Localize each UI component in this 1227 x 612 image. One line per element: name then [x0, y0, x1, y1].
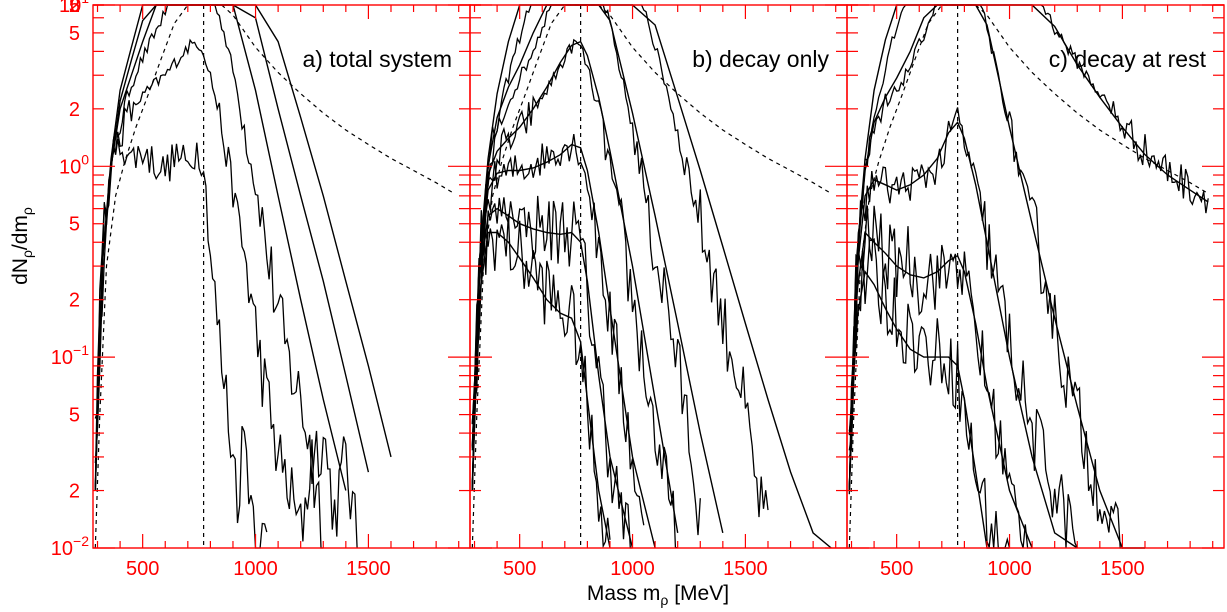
fit-curve-6: [471, 231, 611, 549]
y-decade-label: 10−2: [51, 533, 89, 560]
panel-label: b) decay only: [692, 46, 829, 72]
panel-3: c) decay at rest: [846, 4, 1225, 549]
fit-curve-2: [471, 4, 724, 534]
y-tick-label: 5: [69, 23, 80, 45]
panels: a) total system b) decay only c) decay at …: [92, 4, 1225, 549]
reference-curve: [471, 4, 832, 549]
y-tick-label: 5: [69, 405, 80, 427]
y-tick-label: 5: [69, 214, 80, 236]
noisy-curve-5: [848, 237, 1011, 549]
x-tick-label: 1500: [1100, 558, 1145, 580]
reference-curve: [94, 4, 455, 549]
x-tick-label: 1500: [723, 558, 768, 580]
fit-curve-3: [94, 4, 347, 491]
panel-label: a) total system: [302, 46, 452, 72]
panel-2: b) decay only: [469, 4, 848, 549]
x-tick-label: 1000: [233, 558, 278, 580]
y-axis-title: dNρ/dmρ: [9, 207, 35, 285]
y-tick-label: 2: [69, 290, 80, 312]
fit-curve-3: [848, 120, 1078, 549]
x-tick-label: 500: [503, 558, 536, 580]
fit-curve-3: [471, 40, 679, 534]
panel-label: c) decay at rest: [1049, 46, 1207, 72]
y-decade-label: 10−1: [51, 342, 89, 369]
noisy-curve-4: [848, 205, 1033, 549]
fit-curve-5: [471, 207, 634, 549]
x-tick-label: 1500: [346, 558, 391, 580]
noisy-curve-3: [471, 38, 678, 549]
x-tick-label: 1000: [610, 558, 655, 580]
noisy-curve-5: [471, 195, 633, 549]
panel-1: a) total system: [92, 4, 471, 549]
y-tick-label: 2: [69, 0, 80, 17]
noisy-curve-2: [848, 4, 1123, 549]
fit-curve-1: [471, 4, 832, 549]
panel-frame: [846, 4, 1225, 549]
reference-curve: [848, 4, 1209, 549]
x-tick-labels: 500 1000 1500 500 1000 1500 500 1000 1500: [126, 558, 1145, 580]
panel-frame: [92, 4, 471, 549]
x-axis-title: Mass mρ [MeV]: [587, 582, 729, 608]
y-tick-label: 2: [69, 99, 80, 121]
y-decade-label: 100: [59, 151, 89, 178]
noisy-curve-2: [94, 38, 324, 549]
y-decade-label: 101: [59, 0, 89, 17]
x-tick-label: 500: [126, 558, 159, 580]
noisy-curve-3: [94, 138, 268, 549]
noisy-curve-6: [471, 213, 611, 549]
noisy-curve-1: [94, 4, 358, 549]
x-tick-label: 1000: [987, 558, 1032, 580]
y-tick-label: 5: [69, 0, 80, 17]
fit-curve-1: [848, 4, 1209, 491]
y-tick-label: 2: [69, 481, 80, 503]
x-tick-label: 500: [880, 558, 913, 580]
noisy-curve-4: [471, 134, 645, 526]
noisy-curve-3: [848, 107, 1078, 549]
